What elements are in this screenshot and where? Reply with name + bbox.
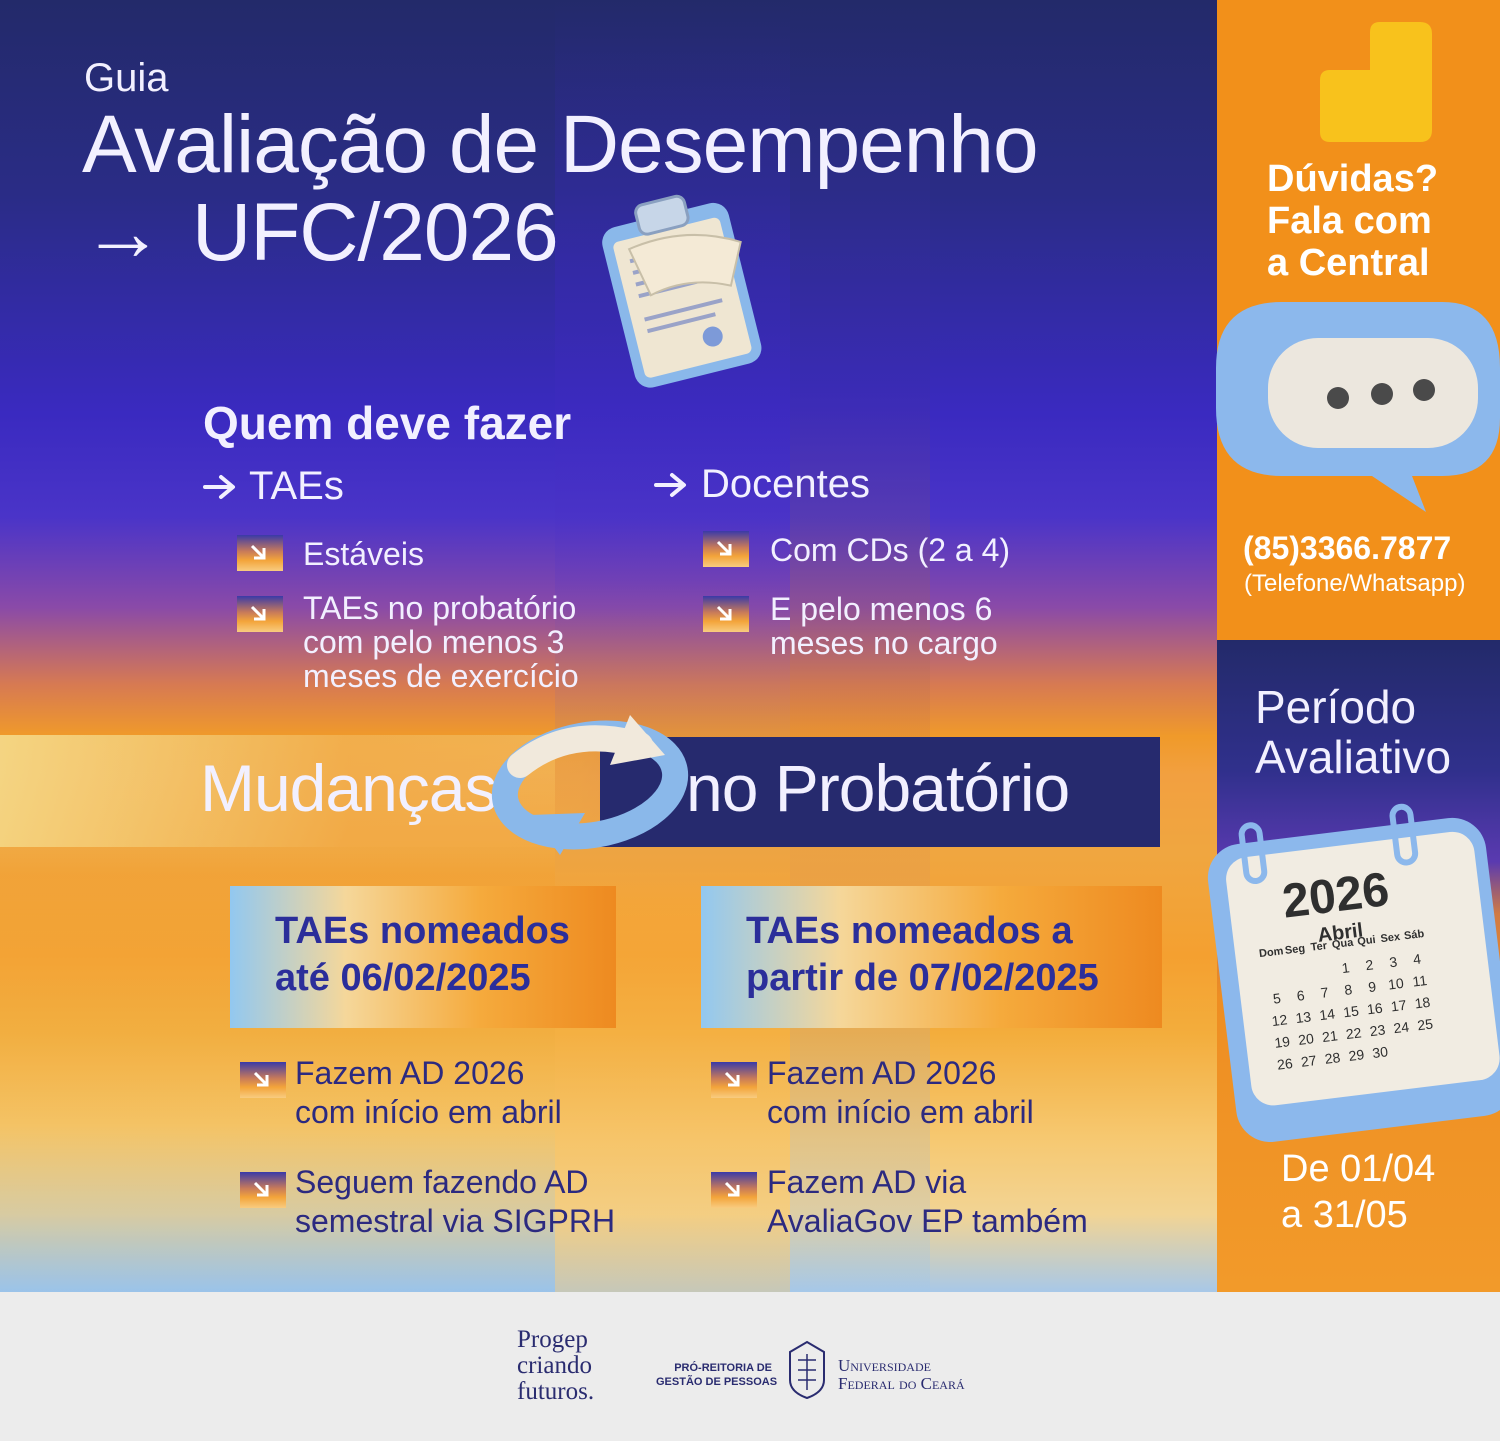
- footer: [0, 1292, 1500, 1441]
- central-title: Fala com: [1267, 200, 1432, 242]
- central-phone[interactable]: (85)3366.7877: [1243, 530, 1452, 566]
- taes-item: com pelo menos 3: [303, 624, 565, 660]
- title-arrow: →: [82, 187, 164, 278]
- col-bullet: Fazem AD 2026: [767, 1055, 997, 1091]
- bullet-box: [237, 535, 283, 571]
- stair-shape-icon: [1320, 22, 1432, 142]
- taes-item: TAEs no probatório: [303, 590, 577, 626]
- central-title: a Central: [1267, 242, 1430, 284]
- progep-logo-text: criando: [517, 1352, 592, 1379]
- taes-item: meses de exercício: [303, 658, 579, 694]
- gradient-strip: [790, 0, 930, 1292]
- group-label-docentes: Docentes: [701, 462, 870, 506]
- calendar-day: 18: [1413, 993, 1432, 1012]
- calendar-day: 30: [1371, 1043, 1389, 1062]
- mudancas-navy-band: [600, 737, 1160, 847]
- arrow-right-icon: [203, 475, 235, 499]
- col-bullet: semestral via SIGPRH: [295, 1203, 616, 1239]
- docentes-item: meses no cargo: [770, 625, 998, 661]
- prorei-text: PRÓ-REITORIA DE: [674, 1362, 772, 1374]
- page-title: Avaliação de Desempenho: [82, 99, 1039, 190]
- bullet-box: [711, 1172, 757, 1208]
- periodo-title: Avaliativo: [1255, 731, 1452, 783]
- refresh-cycle-icon: [491, 715, 689, 855]
- calendar-day: 11: [1411, 971, 1428, 990]
- group-label-taes: TAEs: [249, 464, 344, 508]
- bullet-box: [711, 1062, 757, 1098]
- arrow-down-right-icon: [250, 605, 266, 621]
- bullet-box: [240, 1062, 286, 1098]
- col-title: TAEs nomeados a: [746, 910, 1073, 952]
- clipboard-icon: [602, 194, 762, 388]
- central-title: Dúvidas?: [1267, 158, 1439, 200]
- arrow-down-right-icon: [724, 1071, 740, 1087]
- prorei-text: GESTÃO DE PESSOAS: [656, 1376, 778, 1388]
- ufc-crest-icon: [789, 1340, 825, 1400]
- ufc-name: Federal do Ceará: [838, 1374, 965, 1393]
- col-title: partir de 07/02/2025: [746, 957, 1099, 999]
- ufc-name: Universidade: [838, 1356, 931, 1375]
- nomeados-header-box: [230, 886, 616, 1028]
- periodo-range: a 31/05: [1281, 1194, 1408, 1236]
- section-title-quem: Quem deve fazer: [203, 397, 572, 449]
- bullet-box: [703, 596, 749, 632]
- bullet-box: [703, 531, 749, 567]
- bullet-box: [240, 1172, 286, 1208]
- periodo-title: Período: [1255, 681, 1417, 733]
- col-bullet: com início em abril: [767, 1094, 1034, 1130]
- arrow-down-right-icon: [253, 1181, 269, 1197]
- arrow-down-right-icon: [716, 540, 732, 556]
- calendar-day: 4: [1412, 950, 1422, 968]
- arrow-down-right-icon: [716, 605, 732, 621]
- taes-item: Estáveis: [303, 536, 424, 572]
- progep-logo-text: Progep: [517, 1326, 588, 1353]
- calendar-day: 25: [1416, 1015, 1434, 1034]
- nomeados-header-box: [701, 886, 1162, 1028]
- calendar-widget: 2026 Abril Dom Seg Ter Qua Qui Sex Sáb 1 2 3 4 5 6 7 8…: [1202, 794, 1500, 1146]
- docentes-item: Com CDs (2 a 4): [770, 532, 1011, 568]
- col-title: TAEs nomeados: [275, 910, 570, 952]
- central-phone-note: (Telefone/Whatsapp): [1244, 570, 1466, 597]
- page-subtitle: UFC/2026: [192, 187, 559, 278]
- arrow-right-icon: [654, 473, 686, 497]
- col-bullet: Seguem fazendo AD: [295, 1164, 589, 1200]
- progep-logo-text: futuros.: [517, 1378, 595, 1405]
- col-bullet: AvaliaGov EP também: [767, 1203, 1088, 1239]
- periodo-range: De 01/04: [1281, 1148, 1436, 1190]
- col-bullet: com início em abril: [295, 1094, 562, 1130]
- col-bullet: Fazem AD 2026: [295, 1055, 525, 1091]
- mudancas-title-left: Mudanças: [200, 751, 498, 825]
- chat-bubble-icon: [1216, 302, 1500, 512]
- arrow-down-right-icon: [724, 1181, 740, 1197]
- guide-kicker: Guia: [84, 56, 169, 100]
- docentes-item: E pelo menos 6: [770, 591, 993, 627]
- arrow-down-right-icon: [253, 1071, 269, 1087]
- col-bullet: Fazem AD via: [767, 1164, 967, 1200]
- arrow-down-right-icon: [250, 544, 266, 560]
- col-title: até 06/02/2025: [275, 957, 531, 999]
- bullet-box: [237, 596, 283, 632]
- mudancas-title-right: no Probatório: [686, 751, 1070, 825]
